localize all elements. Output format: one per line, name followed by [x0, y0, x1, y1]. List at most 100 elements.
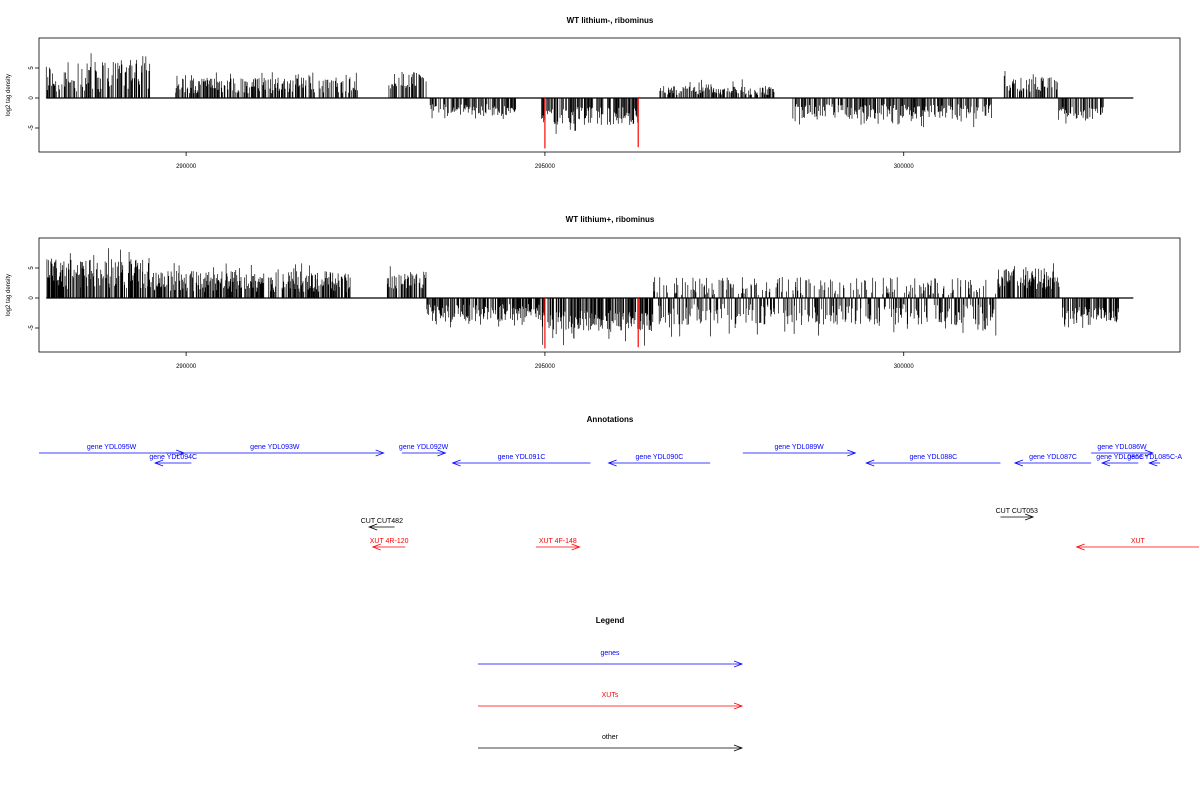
density-bars [1062, 298, 1119, 328]
feature-label: gene YDL085C-A [1127, 454, 1182, 461]
legend-item: other [478, 734, 744, 752]
arrow-head [865, 459, 875, 467]
x-tick-label: 290000 [176, 364, 197, 370]
x-axis: 290000 295000 300000 [176, 352, 914, 370]
panel-title: WT lithium-, ribominus [567, 16, 654, 25]
y-tick-label: -5 [29, 125, 35, 131]
legend-label: XUTs [602, 692, 619, 699]
density-bars [175, 72, 358, 98]
annotation-gene: gene YDL089W [742, 444, 857, 457]
density-bars [1003, 71, 1058, 98]
x-tick-label: 300000 [894, 364, 915, 370]
y-tick-label: -5 [29, 325, 35, 331]
x-axis: 290000 295000 300000 [176, 152, 914, 170]
annotation-gene: gene YDL085C-A [1127, 454, 1182, 467]
annotation-features: gene YDL095W gene YDL094C gene YDL093W gene… [39, 444, 1199, 551]
y-axis: 5 0 -5 [29, 66, 39, 131]
feature-label: XUT 4F-148 [539, 538, 577, 545]
feature-label: gene YDL092W [399, 444, 449, 451]
annotation-gene: gene YDL093W [165, 444, 385, 457]
arrow-head [451, 459, 461, 467]
y-axis-label: log2 tag density [6, 274, 12, 316]
annotation-gene: gene YDL090C [607, 454, 711, 467]
feature-label: gene YDL091C [498, 454, 546, 461]
annotation-other: CUT CUT482 [361, 518, 403, 531]
panel-title: WT lithium+, ribominus [566, 215, 655, 224]
feature-label: gene YDL093W [250, 444, 300, 451]
arrow-head [1148, 459, 1158, 467]
density-bars [792, 98, 992, 128]
highlight-bars-group [544, 298, 639, 349]
legend-label: genes [600, 650, 620, 657]
x-tick-label: 295000 [535, 364, 556, 370]
bars-group [45, 53, 1134, 134]
y-tick-label: 5 [29, 266, 35, 270]
annotation-gene: gene YDL092W [399, 444, 449, 457]
feature-label: gene YDL090C [636, 454, 684, 461]
density-bars [46, 248, 150, 298]
annotation-xut: XUT 4F-148 [536, 538, 581, 551]
highlight-bars-group [544, 98, 639, 149]
feature-label: gene YDL089W [774, 444, 824, 451]
legend-title: Legend [596, 616, 625, 625]
arrow-head [371, 543, 381, 551]
feature-label: gene YDL095W [87, 444, 137, 451]
x-tick-label: 300000 [894, 164, 915, 170]
density-bars [429, 98, 516, 119]
density-bars [150, 263, 351, 298]
feature-label: gene YDL086W [1097, 444, 1147, 451]
annotation-gene: gene YDL086C [1096, 454, 1144, 467]
y-tick-label: 5 [29, 66, 35, 70]
feature-label: CUT CUT053 [996, 508, 1038, 515]
bars-group [46, 248, 1134, 346]
legend-item: genes [478, 650, 744, 668]
arrow-head [607, 459, 617, 467]
density-bars [541, 98, 638, 134]
arrow-head [733, 744, 744, 752]
density-bars [388, 71, 427, 98]
annotations-title: Annotations [587, 415, 634, 424]
arrow-head [153, 459, 164, 467]
legend-label: other [602, 734, 619, 741]
density-bars [652, 277, 997, 337]
density-bars [1057, 98, 1104, 124]
annotation-other: CUT CUT053 [996, 508, 1038, 521]
feature-label: CUT CUT482 [361, 518, 403, 525]
annotation-xut: XUT [1075, 538, 1199, 551]
density-bars [426, 298, 542, 328]
density-bars [659, 79, 775, 98]
legend-items: genes XUTs other [478, 650, 744, 752]
y-tick-label: 0 [29, 296, 35, 300]
density-bars [541, 298, 653, 346]
feature-label: XUT [1131, 538, 1146, 545]
density-bars [45, 53, 151, 98]
legend-item: XUTs [478, 692, 744, 710]
arrow-head [1075, 543, 1085, 551]
arrow-head [1100, 459, 1111, 467]
feature-label: gene YDL088C [909, 454, 957, 461]
y-tick-label: 0 [29, 96, 35, 100]
plot-frame [38, 237, 1181, 353]
density-bars [386, 266, 427, 298]
arrow-head [368, 523, 378, 531]
annotation-gene: gene YDL086W [1091, 444, 1154, 457]
legend-panel: Legend genes XUTs other [478, 616, 744, 752]
feature-label: XUT 4R-120 [370, 538, 409, 545]
panel-lithium-plus: WT lithium+, ribominus log2 tag density … [6, 215, 1181, 370]
arrow-head [571, 543, 581, 551]
panel-lithium-minus: WT lithium-, ribominus log2 tag density … [6, 16, 1181, 170]
y-axis-label: log2 tag density [6, 74, 12, 116]
density-bars [997, 263, 1060, 298]
y-axis: 5 0 -5 [29, 266, 39, 331]
feature-label: gene YDL086C [1096, 454, 1144, 461]
x-tick-label: 290000 [176, 164, 197, 170]
feature-label: gene YDL094C [149, 454, 197, 461]
plot-frame [38, 37, 1181, 153]
arrow-head [847, 449, 857, 457]
annotation-gene: gene YDL088C [865, 454, 1001, 467]
arrow-head [1013, 459, 1024, 467]
annotation-xut: XUT 4R-120 [370, 538, 409, 551]
feature-label: gene YDL087C [1029, 454, 1077, 461]
